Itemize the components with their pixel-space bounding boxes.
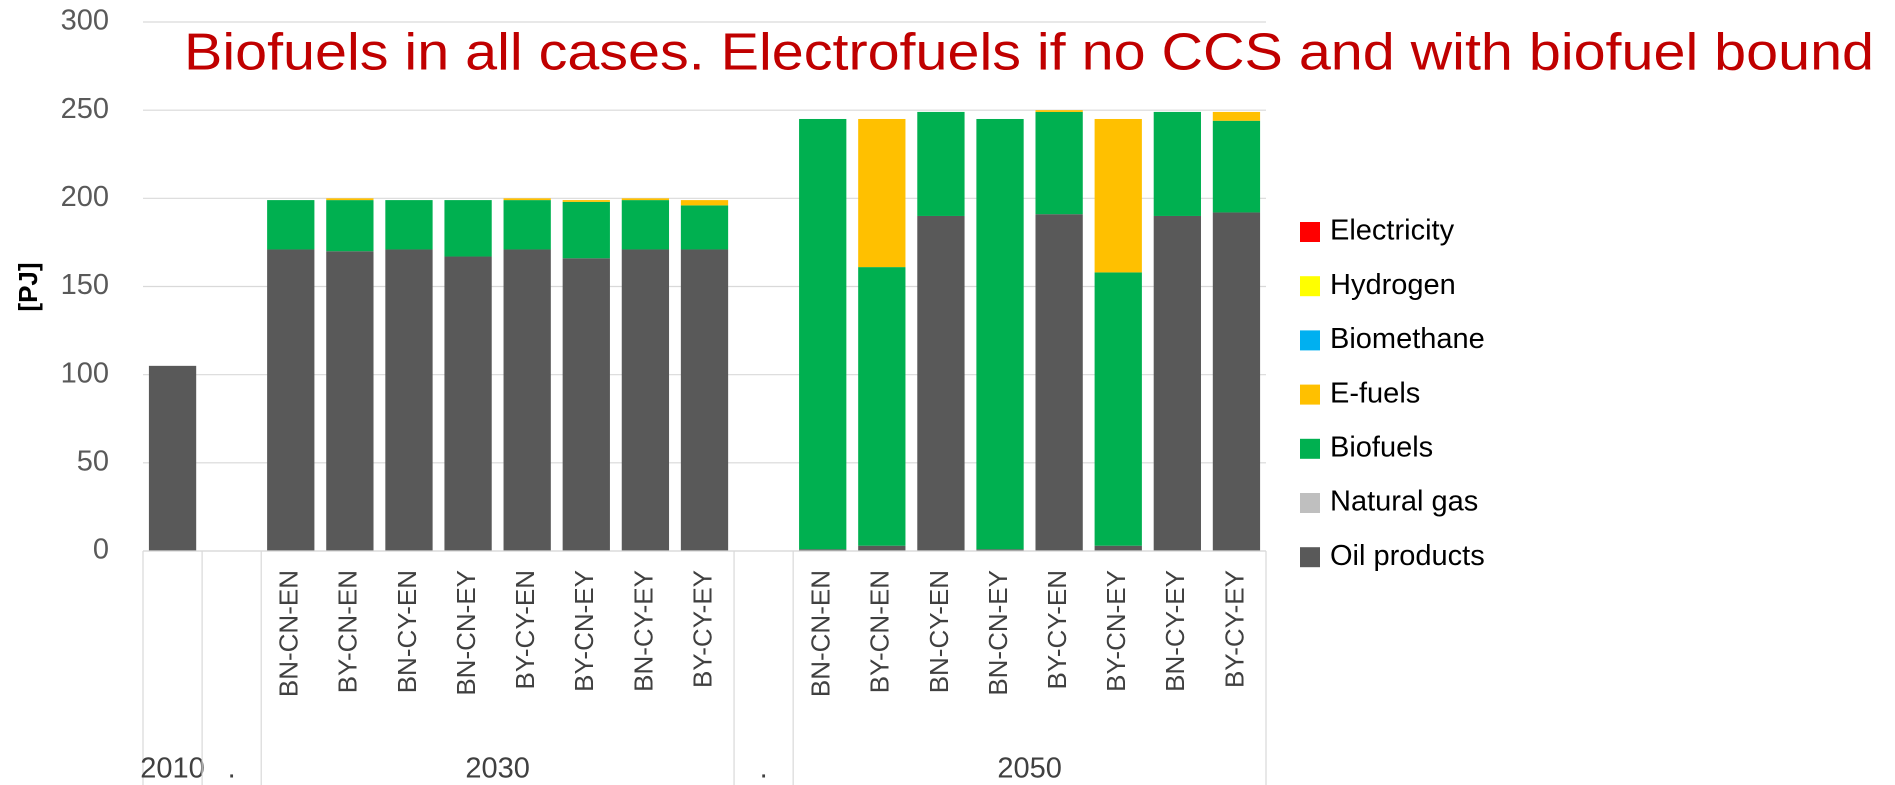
- x-tick-label: BY-CY-EN: [1042, 570, 1072, 689]
- bar-segment: [1212, 212, 1261, 551]
- bar-segment: [1094, 545, 1142, 551]
- legend-label: Electricity: [1330, 215, 1455, 247]
- legend-swatch: [1300, 330, 1320, 351]
- x-tick-label: BN-CN-EY: [983, 570, 1013, 696]
- y-tick-label: 150: [61, 269, 109, 301]
- x-group-label: .: [760, 753, 768, 785]
- bar-segment: [858, 118, 906, 268]
- x-group-label: 2050: [997, 753, 1062, 785]
- y-tick-label: 300: [61, 5, 109, 37]
- bar-segment: [326, 200, 374, 252]
- bar-segment: [1153, 111, 1201, 216]
- bar-segment: [680, 249, 729, 551]
- bar-segment: [680, 200, 729, 206]
- x-tick-label: BN-CN-EN: [274, 570, 304, 697]
- x-group-label: 2030: [465, 753, 530, 785]
- bar-segment: [444, 200, 492, 257]
- legend-swatch: [1300, 276, 1320, 297]
- y-tick-label: 200: [61, 181, 109, 213]
- bar-segment: [1035, 111, 1083, 215]
- bar-segment: [1153, 215, 1201, 551]
- bar-segment: [976, 549, 1024, 551]
- y-tick-label: 0: [93, 534, 109, 566]
- bar-segment: [326, 198, 374, 201]
- legend-swatch: [1300, 384, 1320, 405]
- y-axis-label: [PJ]: [13, 262, 43, 311]
- x-tick-label: BY-CN-EY: [569, 570, 599, 692]
- bar-segment: [858, 545, 906, 551]
- x-group-label: .: [228, 753, 236, 785]
- bar-segment: [621, 249, 670, 551]
- legend-label: Hydrogen: [1330, 269, 1456, 301]
- y-tick-label: 50: [77, 445, 109, 477]
- bar-segment: [799, 549, 847, 551]
- x-tick-label: BN-CN-EN: [806, 570, 836, 697]
- x-tick-label: BN-CN-EY: [451, 570, 481, 696]
- x-tick-label: BY-CY-EY: [1219, 570, 1249, 688]
- bar-segment: [1094, 118, 1142, 273]
- bar-segment: [444, 256, 492, 551]
- bar-segment: [858, 267, 906, 546]
- bar-segment: [562, 201, 610, 259]
- x-tick-label: BY-CY-EY: [687, 570, 717, 688]
- x-tick-label: BN-CY-EN: [924, 570, 954, 693]
- bar-segment: [799, 118, 847, 550]
- chart-title: Biofuels in all cases. Electrofuels if n…: [184, 24, 1874, 82]
- x-tick-label: BY-CN-EY: [1101, 570, 1131, 692]
- bar-segment: [1035, 214, 1083, 551]
- legend-label: Biofuels: [1330, 431, 1433, 463]
- y-tick-label: 250: [61, 93, 109, 125]
- bar-segment: [503, 200, 551, 250]
- bar-segment: [1212, 111, 1261, 121]
- bar-segment: [621, 200, 670, 250]
- legend-swatch: [1300, 438, 1320, 459]
- legend-label: Oil products: [1330, 540, 1485, 572]
- legend-label: Biomethane: [1330, 323, 1485, 355]
- bar-segment: [680, 205, 729, 250]
- legend-swatch: [1300, 222, 1320, 242]
- x-tick-label: BY-CN-EN: [333, 570, 363, 693]
- x-group-label: 2010: [140, 753, 205, 785]
- bar-segment: [562, 200, 610, 202]
- x-tick-label: BY-CN-EN: [865, 570, 895, 693]
- bar-segment: [503, 198, 551, 201]
- bar-segment: [326, 251, 374, 551]
- y-tick-label: 100: [61, 357, 109, 389]
- legend-swatch: [1300, 493, 1320, 513]
- x-tick-label: BN-CY-EY: [1160, 570, 1190, 692]
- bar-segment: [385, 200, 433, 250]
- bar-segment: [385, 249, 433, 551]
- x-tick-label: BN-CY-EN: [392, 570, 422, 693]
- bar-segment: [267, 249, 315, 551]
- legend-label: Natural gas: [1330, 486, 1478, 518]
- legend-label: E-fuels: [1330, 377, 1420, 409]
- bar-segment: [267, 200, 315, 250]
- x-tick-label: BY-CY-EN: [510, 570, 540, 689]
- bar-segment: [621, 198, 670, 201]
- bar-segment: [917, 215, 965, 551]
- bar-segment: [1035, 110, 1083, 112]
- bar-segment: [148, 365, 197, 551]
- bar-segment: [562, 258, 610, 551]
- bar-segment: [976, 118, 1024, 550]
- bar-segment: [917, 111, 965, 216]
- x-tick-label: BN-CY-EY: [628, 570, 658, 692]
- bar-segment: [503, 249, 551, 551]
- bar-segment: [1094, 272, 1142, 546]
- bar-segment: [1212, 120, 1261, 213]
- legend-swatch: [1300, 547, 1320, 568]
